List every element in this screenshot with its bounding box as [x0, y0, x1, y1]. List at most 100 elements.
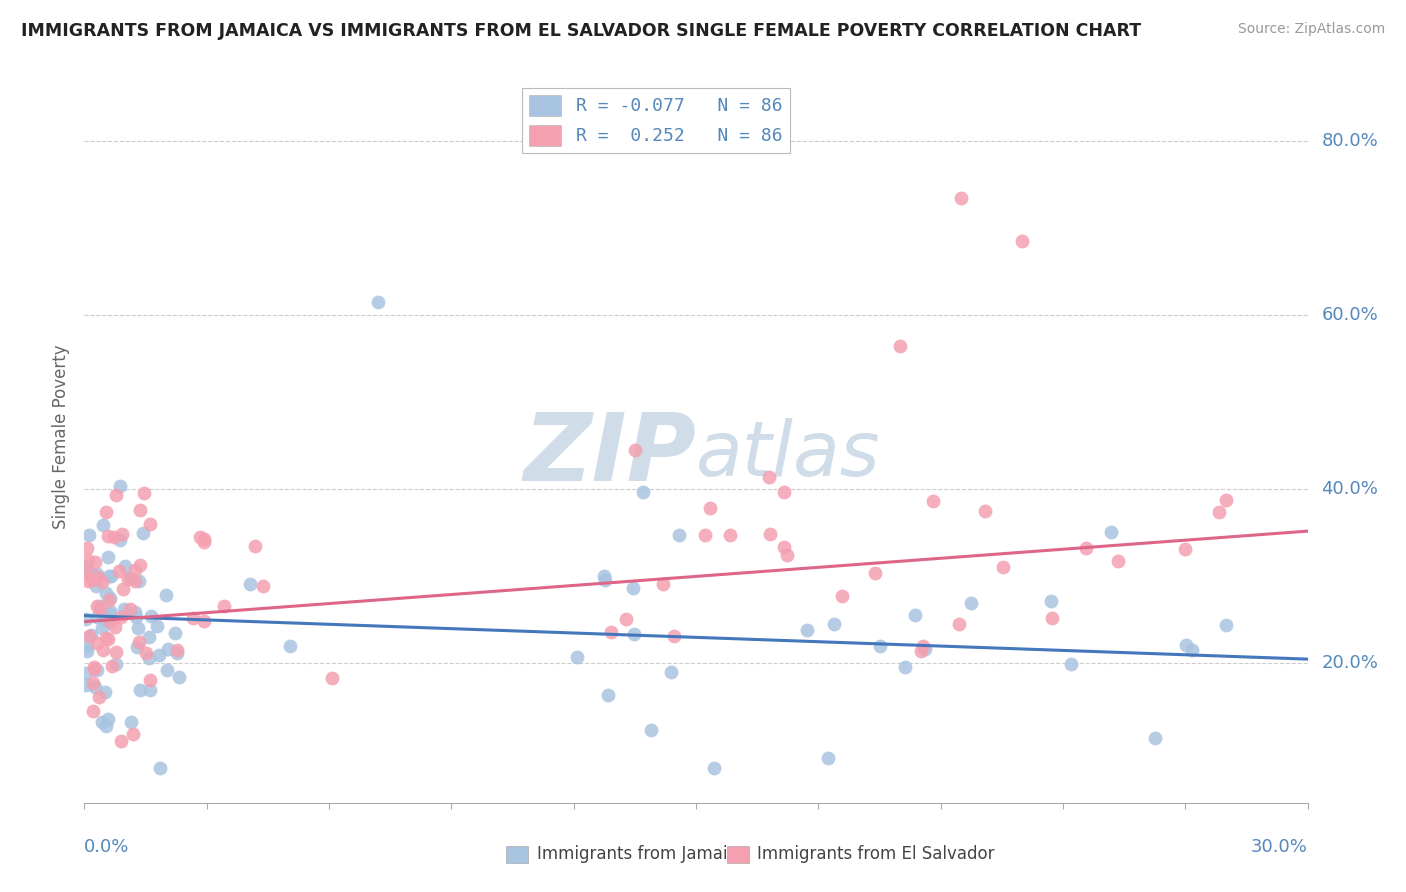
Point	[100, 568, 122, 582]
Point	[80, 628, 103, 642]
Point	[77, 574, 100, 588]
Point	[98, 615, 121, 629]
Point	[76, 640, 98, 654]
FancyBboxPatch shape	[506, 846, 529, 863]
Point	[278, 640, 301, 654]
Point	[367, 295, 389, 310]
Point	[146, 619, 169, 633]
Point	[111, 527, 134, 541]
Point	[623, 627, 645, 641]
Point	[117, 572, 139, 586]
Text: Source: ZipAtlas.com: Source: ZipAtlas.com	[1237, 22, 1385, 37]
Point	[193, 535, 215, 549]
Point	[155, 588, 177, 602]
Point	[157, 642, 180, 657]
Point	[125, 609, 148, 624]
Point	[773, 540, 796, 554]
Point	[86, 599, 108, 613]
Point	[82, 705, 104, 719]
Point	[181, 611, 204, 625]
Point	[104, 488, 127, 502]
Point	[631, 485, 654, 500]
Point	[138, 682, 160, 697]
Point	[87, 570, 110, 584]
Point	[108, 533, 131, 547]
Point	[138, 673, 160, 688]
Point	[148, 648, 170, 662]
Point	[97, 632, 120, 646]
Point	[703, 761, 725, 775]
Point	[135, 646, 157, 660]
Point	[76, 553, 98, 567]
Point	[1060, 657, 1083, 672]
Point	[124, 574, 146, 588]
Point	[129, 683, 152, 698]
Point	[87, 690, 110, 705]
Point	[86, 567, 108, 582]
Point	[212, 599, 235, 614]
Point	[823, 617, 845, 632]
Point	[914, 641, 936, 656]
Point	[1039, 594, 1062, 608]
Point	[101, 659, 124, 673]
Point	[1215, 492, 1237, 507]
Point	[921, 494, 943, 508]
Point	[110, 734, 132, 748]
Point	[138, 516, 160, 531]
Point	[894, 660, 917, 674]
Y-axis label: Single Female Poverty: Single Female Poverty	[52, 345, 70, 529]
Point	[108, 479, 131, 493]
Point	[1107, 554, 1129, 568]
Point	[188, 529, 211, 543]
Point	[193, 615, 215, 629]
Point	[93, 610, 115, 624]
Point	[245, 540, 267, 554]
Point	[76, 565, 98, 579]
Point	[132, 526, 155, 541]
Point	[889, 339, 911, 353]
Text: ZIP: ZIP	[523, 409, 696, 501]
Point	[103, 530, 125, 544]
Point	[128, 574, 150, 589]
Text: 0.0%: 0.0%	[84, 838, 129, 855]
Point	[89, 602, 111, 616]
Point	[321, 671, 343, 685]
Point	[105, 645, 128, 659]
Point	[98, 593, 121, 607]
Point	[94, 718, 117, 732]
Point	[94, 613, 117, 627]
Point	[718, 527, 741, 541]
Point	[84, 680, 107, 694]
Point	[104, 620, 127, 634]
Point	[1040, 611, 1063, 625]
Point	[1099, 524, 1122, 539]
Point	[75, 559, 97, 574]
Point	[89, 599, 111, 614]
Point	[163, 626, 186, 640]
Point	[695, 528, 717, 542]
Point	[600, 624, 623, 639]
Point	[567, 649, 589, 664]
Point	[97, 712, 120, 726]
Point	[991, 560, 1014, 574]
Point	[94, 632, 117, 646]
Point	[1181, 643, 1204, 657]
Point	[869, 639, 891, 653]
Point	[120, 715, 142, 730]
Point	[124, 605, 146, 619]
Point	[98, 604, 121, 618]
Point	[593, 569, 616, 583]
Point	[149, 761, 172, 775]
Text: Immigrants from El Salvador: Immigrants from El Salvador	[758, 845, 994, 863]
Text: 80.0%: 80.0%	[1322, 132, 1378, 150]
Point	[97, 549, 120, 564]
Text: Immigrants from Jamaica: Immigrants from Jamaica	[537, 845, 747, 863]
Point	[616, 612, 638, 626]
Point	[120, 571, 142, 585]
Point	[252, 579, 274, 593]
Point	[108, 564, 131, 578]
Point	[758, 470, 780, 484]
Point	[910, 643, 932, 657]
Point	[193, 533, 215, 547]
Point	[796, 623, 818, 637]
